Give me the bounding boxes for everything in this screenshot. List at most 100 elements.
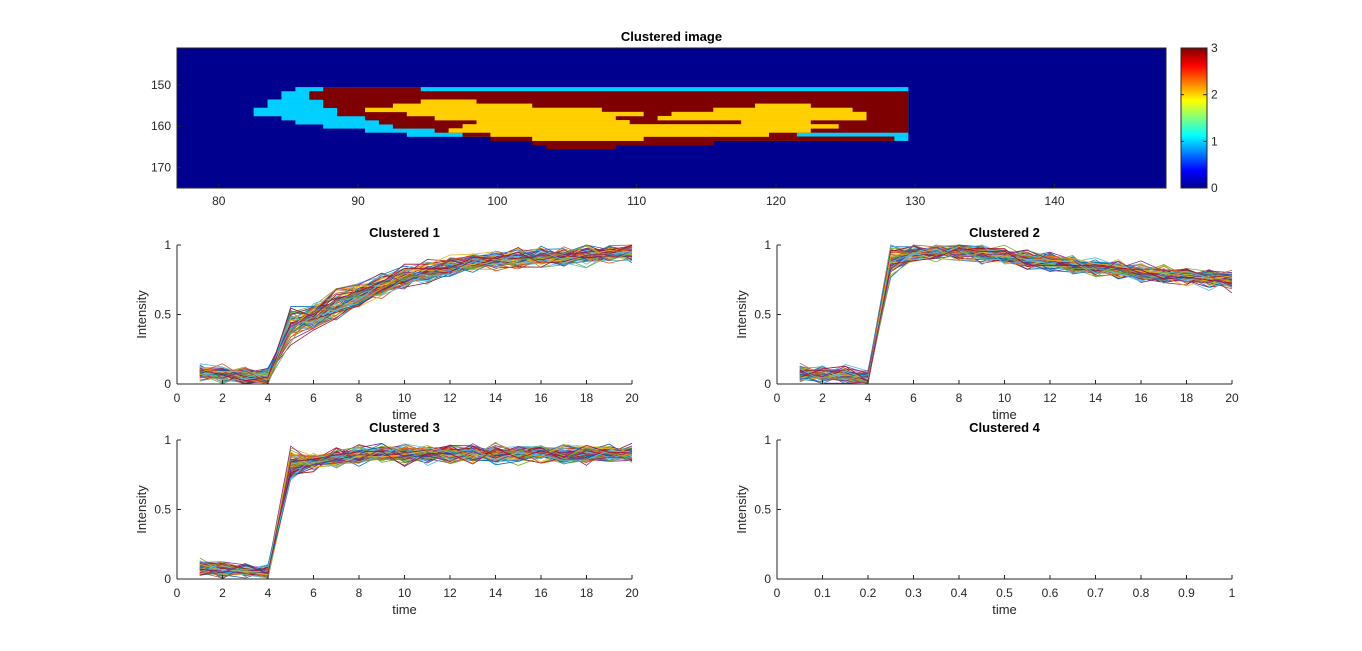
series-line — [199, 448, 633, 577]
heatmap-axes: 80 90 100 110 120 130 140 150 160 170 Clustered im… — [151, 29, 1167, 208]
heatmap-cell-cluster-3 — [323, 99, 909, 104]
x-tick-label: 10 — [998, 391, 1012, 405]
series-line — [199, 446, 633, 577]
heatmap-cell-cluster-3 — [490, 136, 895, 141]
heatmap-cell-cluster-2 — [420, 99, 477, 104]
x-tick-label: 12 — [443, 391, 457, 405]
y-tick-label: 1 — [764, 238, 771, 252]
series-line — [199, 251, 633, 385]
series-line — [799, 244, 1233, 383]
x-tick-label: 2 — [819, 391, 826, 405]
x-tick-label: 1 — [1229, 586, 1236, 600]
series-line — [799, 244, 1233, 382]
heatmap-cell-cluster-3 — [309, 95, 909, 100]
x-tick-label: 14 — [1089, 391, 1103, 405]
x-tick-label: 0.6 — [1042, 586, 1059, 600]
series-line — [199, 447, 633, 576]
x-tick-label: 16 — [534, 586, 548, 600]
heatmap-cell-cluster-2 — [755, 103, 811, 109]
series-line — [199, 445, 633, 575]
x-tick-label: 6 — [910, 391, 917, 405]
series-line — [199, 447, 633, 579]
y-tick-label: 1 — [164, 433, 171, 447]
series-line — [199, 445, 633, 576]
subplot-title: Clustered 2 — [969, 225, 1040, 240]
heatmap-frame — [176, 47, 1167, 189]
series-line — [199, 447, 633, 573]
series-line — [199, 446, 633, 575]
heatmap-cell-cluster-3 — [323, 87, 421, 92]
x-tick-label: 4 — [865, 391, 872, 405]
y-tick-label: 0 — [764, 377, 771, 391]
series-line — [199, 252, 633, 381]
x-tick-label: 10 — [398, 391, 412, 405]
x-tick-label: 18 — [580, 391, 594, 405]
x-tick-label: 16 — [1134, 391, 1148, 405]
y-tick-label: 0.5 — [754, 308, 771, 322]
series-line — [799, 247, 1233, 378]
series-line — [199, 444, 633, 579]
series-line — [799, 244, 1233, 384]
y-tick-label: 0.5 — [154, 503, 171, 517]
colorbar-frame — [1180, 47, 1208, 189]
heatmap-title: Clustered image — [621, 29, 722, 44]
series-line — [199, 445, 633, 573]
heatmap-cell-cluster-2 — [462, 124, 839, 129]
series-line — [199, 443, 633, 575]
series-line — [799, 248, 1233, 384]
x-tick-label: 0.3 — [905, 586, 922, 600]
series-line — [799, 248, 1233, 381]
heatmap-cell-cluster-3 — [532, 140, 714, 146]
series-line — [199, 447, 633, 572]
series-line — [199, 445, 633, 576]
heatmap-cell-cluster-3 — [323, 103, 909, 109]
series-line — [799, 244, 1233, 379]
x-axis-label: time — [992, 602, 1017, 617]
series-line — [199, 445, 633, 571]
heatmap-cell-cluster-2 — [392, 103, 533, 109]
x-tick-label: 0.2 — [860, 586, 877, 600]
x-axis-label: time — [992, 407, 1017, 422]
series-line — [799, 249, 1233, 382]
series-line — [799, 244, 1233, 383]
y-axis-label: Intensity — [134, 485, 149, 534]
x-tick-label: 16 — [534, 391, 548, 405]
x-tick-label: 12 — [1043, 391, 1057, 405]
series-line — [199, 447, 633, 574]
series-line — [199, 252, 633, 379]
series-line — [799, 245, 1233, 379]
series-line — [799, 244, 1233, 380]
heatmap-cell-cluster-3 — [309, 91, 909, 96]
series-line — [199, 449, 633, 579]
y-axis-label: Intensity — [734, 485, 749, 534]
series-line — [199, 443, 633, 579]
heatmap-x-tick-label: 90 — [351, 194, 365, 208]
series-line — [799, 244, 1233, 382]
series-line — [799, 244, 1233, 382]
series-line — [199, 446, 633, 575]
series-line — [199, 445, 633, 573]
heatmap-x-tick-label: 130 — [905, 194, 925, 208]
series-line — [199, 444, 633, 579]
series-line — [199, 249, 633, 381]
series-line — [799, 252, 1233, 377]
heatmap-x-tick-label: 80 — [212, 194, 226, 208]
series-line — [199, 246, 633, 377]
colorbar-gradient — [1181, 48, 1207, 188]
y-axis-label: Intensity — [134, 290, 149, 339]
series-line — [799, 244, 1233, 380]
x-tick-label: 8 — [956, 391, 963, 405]
y-tick-label: 1 — [764, 433, 771, 447]
subplot-title: Clustered 4 — [969, 420, 1041, 435]
series-line — [199, 449, 633, 576]
series-line — [199, 447, 633, 570]
series-line — [199, 447, 633, 576]
series-line — [199, 442, 633, 572]
series-line — [199, 245, 633, 385]
heatmap-cell-cluster-2 — [365, 107, 602, 113]
series-line — [199, 443, 633, 572]
y-tick-label: 0 — [164, 572, 171, 586]
series-line — [199, 449, 633, 578]
series-line — [799, 248, 1233, 382]
series-line — [799, 244, 1233, 381]
